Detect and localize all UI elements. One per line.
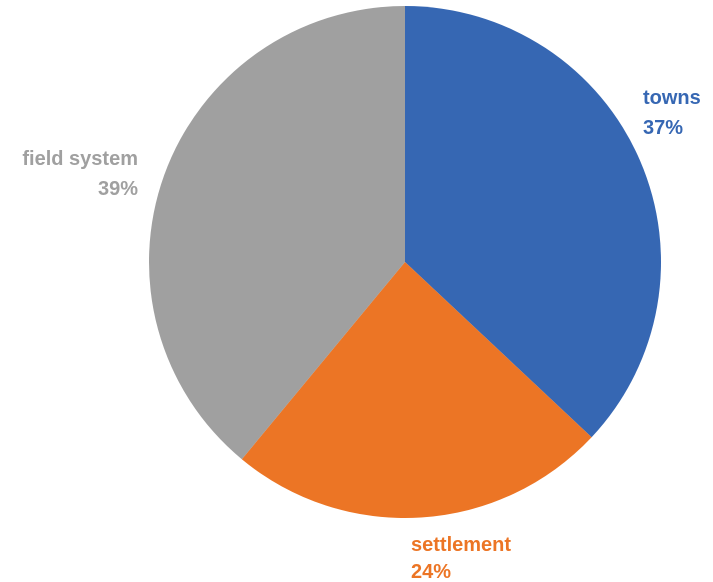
pie-slice-settlement xyxy=(241,262,592,518)
slice-value-settlement: 24% xyxy=(411,561,451,582)
pie-slice-field-system xyxy=(149,6,405,460)
slice-label-towns: towns xyxy=(643,87,701,109)
pie-slices xyxy=(149,6,662,518)
label-settlement: settlement 24% xyxy=(411,534,511,582)
pie-slice-towns xyxy=(405,6,662,438)
slice-label-field-system: field system xyxy=(22,148,138,170)
slice-value-field-system: 39% xyxy=(98,178,138,200)
slice-label-settlement: settlement xyxy=(411,534,511,556)
label-towns: towns 37% xyxy=(643,87,701,139)
label-field-system: field system 39% xyxy=(22,148,138,200)
slice-value-towns: 37% xyxy=(643,117,683,139)
